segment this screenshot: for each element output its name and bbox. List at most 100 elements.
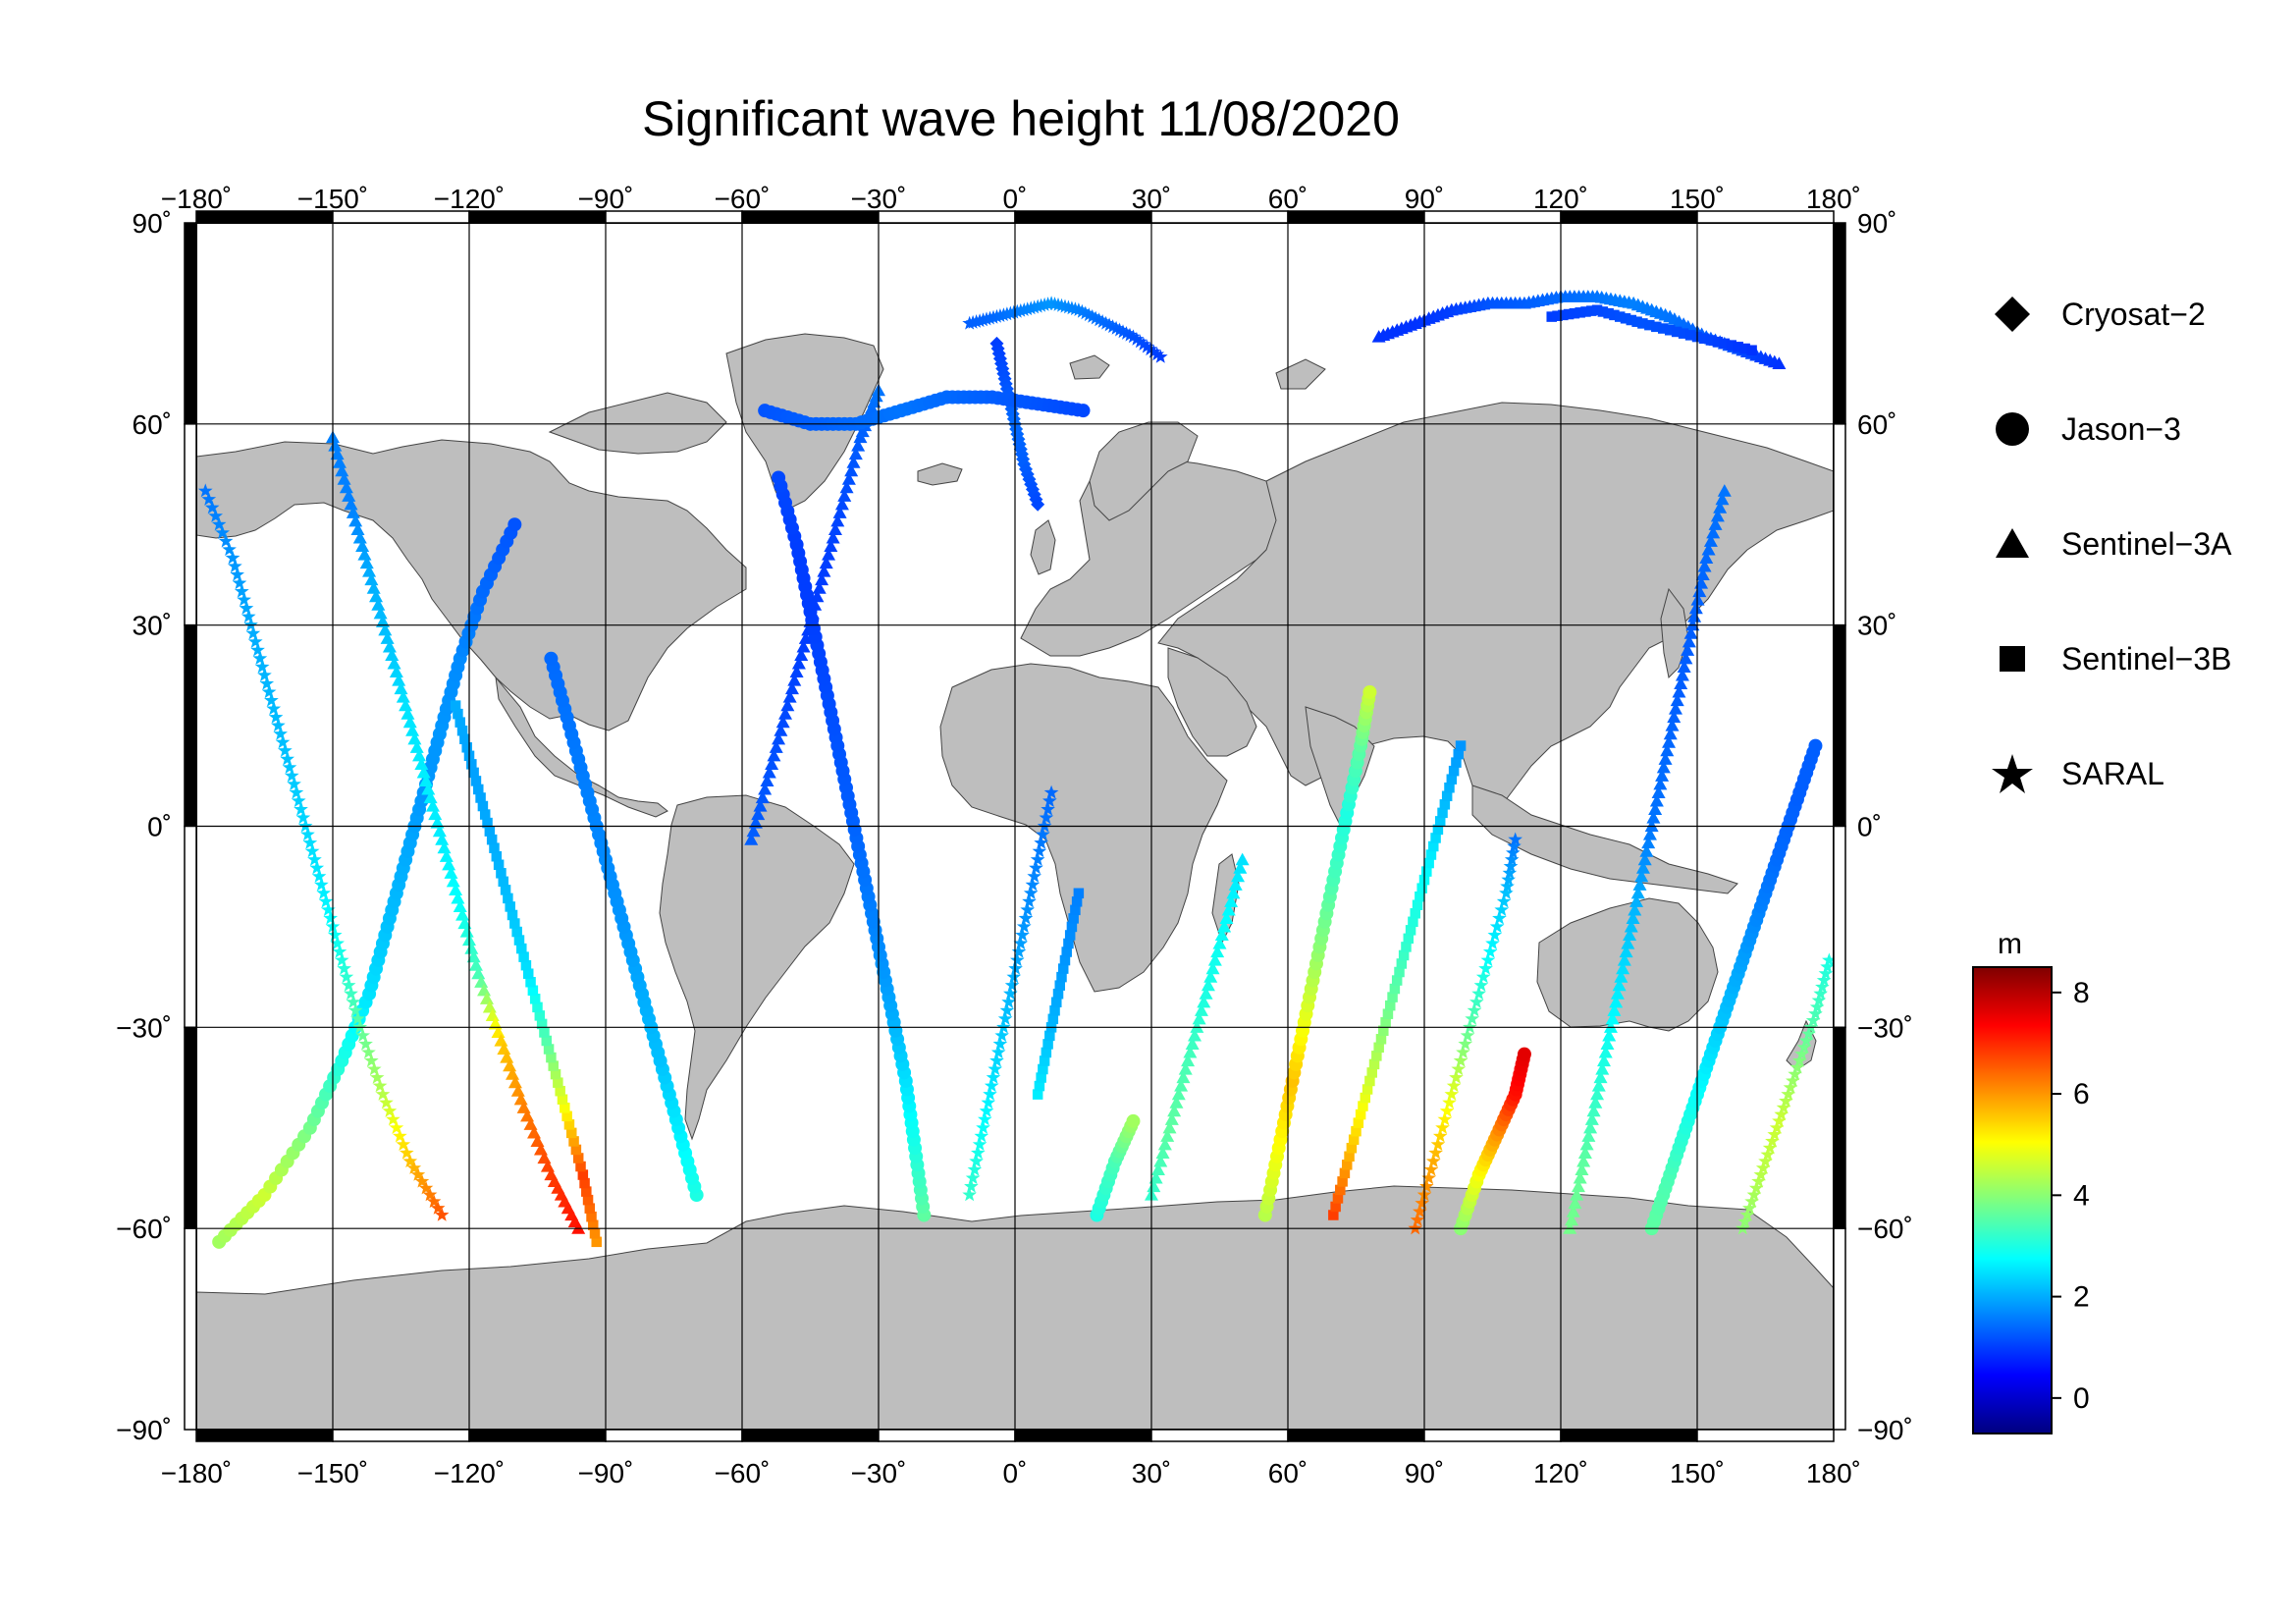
swh-point-triangle [1590,1087,1605,1101]
swh-point-triangle [1662,735,1677,748]
swh-point-square [1344,1151,1355,1163]
britain [1030,519,1056,575]
swh-point-star [346,995,361,1008]
swh-point-square [1678,328,1689,339]
frame-segment [1833,1026,1846,1229]
swh-point-star [1808,1006,1823,1020]
swh-point-triangle [1221,902,1236,916]
swh-point-triangle [846,456,861,468]
swh-point-star [1748,1180,1764,1195]
swh-point-triangle [1598,1045,1613,1058]
colorbar-unit-label: m [1998,928,2022,960]
swh-point-star [235,583,249,598]
swh-point-triangle [432,824,447,838]
swh-point-square [1434,816,1446,827]
swh-point-star [962,1187,977,1202]
frame-segment [1833,423,1846,626]
swh-point-triangle [459,925,474,938]
swh-point-star [280,751,294,766]
swh-point-circle [1808,738,1823,753]
lon-tick-label: −150˚ [297,1458,368,1488]
swh-point-square [1658,323,1669,334]
swh-point-triangle [378,622,393,636]
swh-point-star [1487,927,1503,942]
swh-point-triangle [1212,936,1227,949]
swh-point-star [1478,960,1493,975]
swh-point-star [289,784,304,799]
swh-point-star [307,851,322,866]
swh-point-triangle [507,1075,522,1089]
swh-point-star [1432,1128,1448,1143]
swh-point-square [568,1136,579,1147]
swh-point-square [1061,947,1072,957]
swh-point-square [1375,1034,1387,1045]
swh-point-triangle [414,757,429,770]
swh-point-square [550,1068,561,1080]
swh-point-triangle [837,489,852,502]
swh-point-star [264,692,279,707]
swh-point-triangle [1190,1020,1204,1033]
swh-point-square [536,1018,548,1030]
swh-point-circle [772,470,786,485]
swh-point-square [466,759,477,770]
swh-point-square [1403,933,1415,945]
swh-point-triangle [1197,995,1211,1008]
swh-point-square [1552,310,1563,321]
swh-point-triangle [471,966,486,980]
swh-point-star [1036,827,1050,841]
swh-point-star [297,818,313,833]
lat-tick-label: −60˚ [1857,1214,1913,1244]
lon-tick-label: 0˚ [1003,1458,1028,1488]
swh-point-triangle [1651,785,1666,798]
swh-point-triangle [753,799,768,812]
swh-point-star [364,1053,379,1067]
swh-point-star [237,592,251,607]
swh-point-star [1126,329,1141,344]
swh-point-square [1719,338,1731,350]
swh-point-triangle [399,698,413,712]
swh-point-triangle [1188,1028,1202,1042]
swh-point-square [1339,1167,1351,1179]
lon-tick-label: 180˚ [1806,184,1861,214]
swh-point-triangle [780,698,795,712]
swh-point-square [477,800,489,812]
swh-point-triangle [755,790,770,804]
swh-point-star [1765,1133,1780,1148]
colorbar-tick-label: 6 [2073,1078,2090,1110]
swh-point-triangle [1772,356,1787,369]
swh-point-star [275,734,291,749]
swh-point-triangle [772,731,786,745]
swh-point-triangle [769,740,783,753]
swh-point-triangle [1194,1003,1208,1016]
swh-point-star [1136,337,1151,351]
lat-tick-label: −30˚ [1857,1012,1913,1043]
swh-point-triangle [1653,777,1668,790]
swh-point-star [1506,845,1521,859]
swh-point-star [204,500,220,514]
swh-point-square [1705,335,1717,346]
swh-point-triangle [767,748,781,762]
swh-point-triangle [1646,810,1661,824]
swh-point-triangle [1681,643,1695,656]
swh-point-square [1052,988,1064,1000]
swh-point-triangle [826,530,840,544]
swh-point-triangle [1600,1037,1615,1051]
swh-point-square [1671,326,1682,338]
swh-point-triangle [828,522,842,535]
swh-point-square [1364,1075,1375,1087]
swh-point-triangle [1687,610,1702,622]
swh-point-triangle [1586,1104,1601,1117]
swh-point-square [518,951,529,962]
swh-point-triangle [396,690,410,703]
swh-point-star [311,869,327,883]
swh-point-triangle [1588,1096,1603,1109]
swh-point-square [1036,1072,1046,1083]
swh-point-star [1737,1214,1752,1228]
swh-point-triangle [1682,634,1696,648]
swh-point-triangle [778,707,793,720]
swh-point-square [1441,790,1453,802]
swh-point-star [211,516,227,531]
frame-segment [1014,1429,1152,1442]
swh-point-triangle [1153,1154,1168,1167]
swh-point-triangle [350,522,365,535]
